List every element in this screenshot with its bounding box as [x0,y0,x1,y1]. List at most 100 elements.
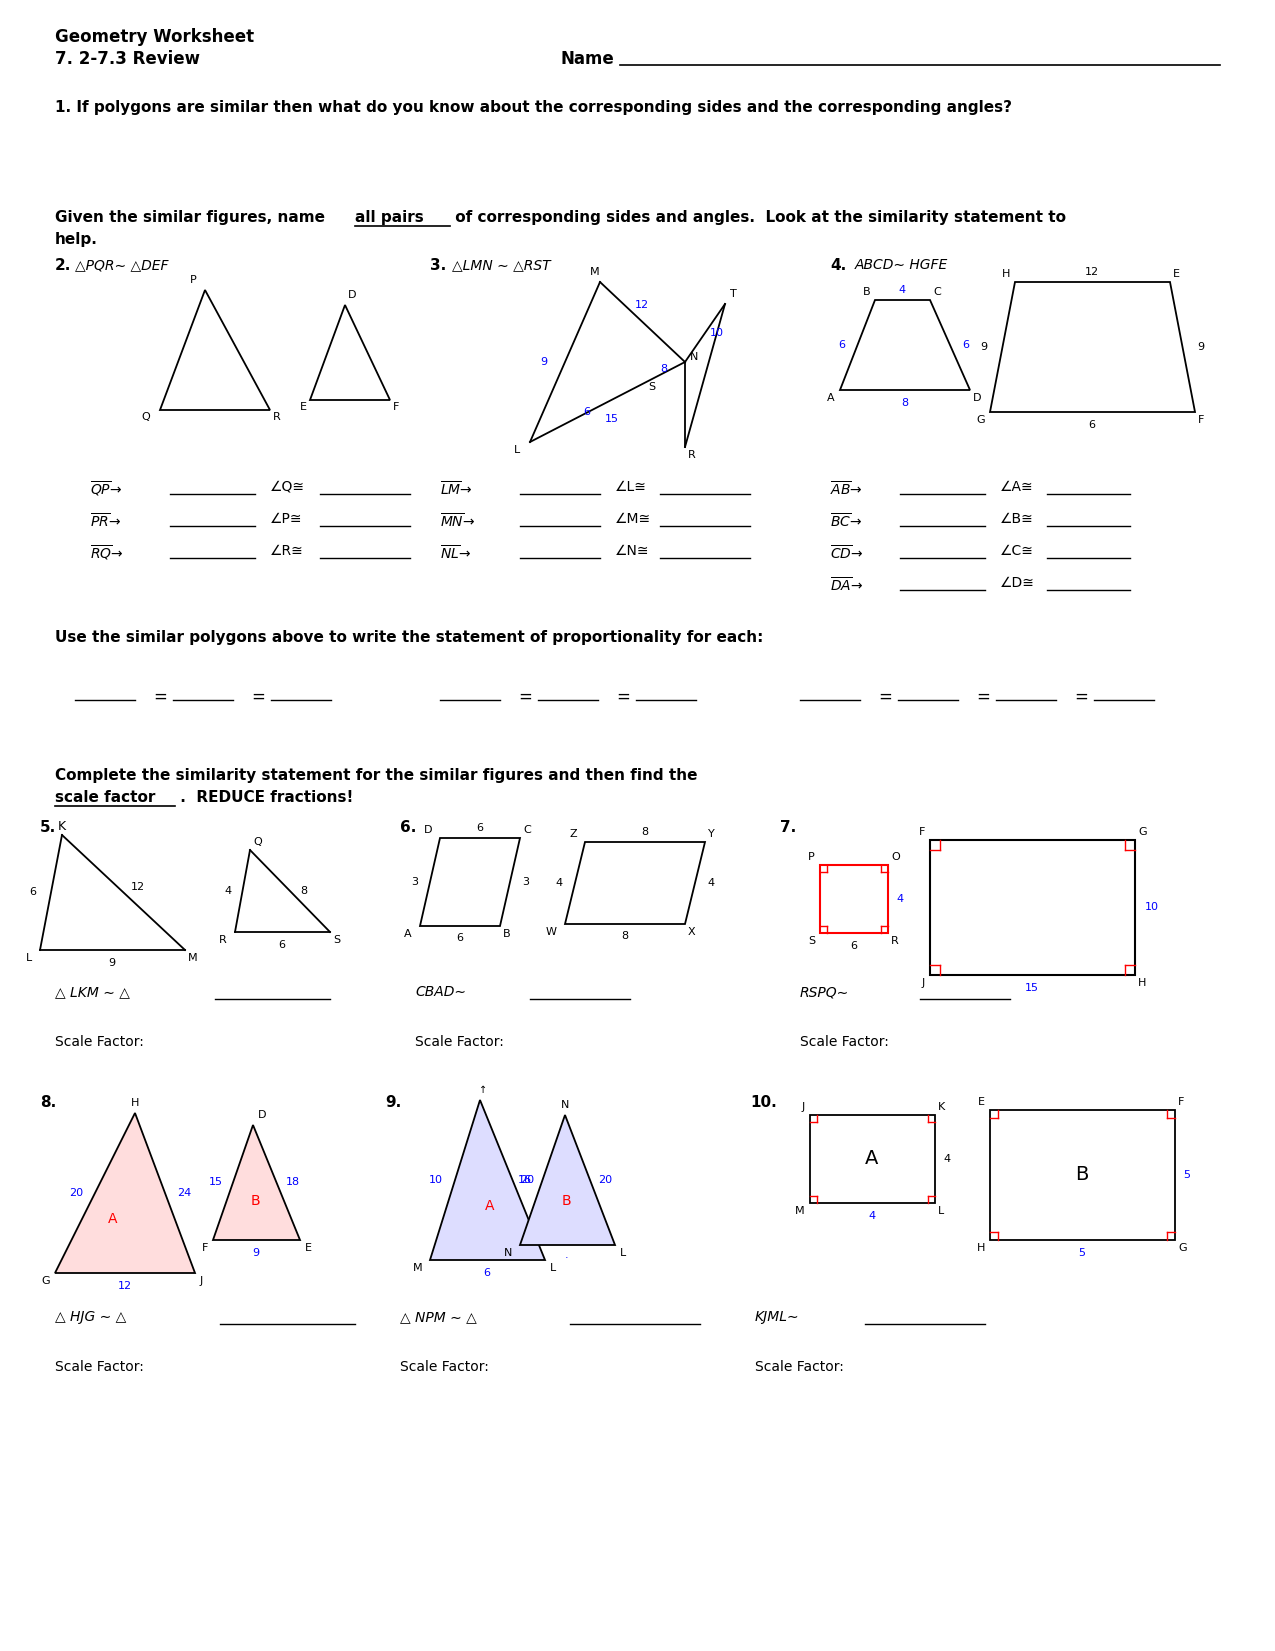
Text: D: D [423,826,432,835]
Text: A: A [866,1149,878,1169]
Text: Scale Factor:: Scale Factor: [400,1360,488,1374]
Text: ↑: ↑ [479,1085,487,1095]
Text: 8: 8 [300,887,307,896]
Text: of corresponding sides and angles.  Look at the similarity statement to: of corresponding sides and angles. Look … [450,210,1066,225]
Polygon shape [430,1100,544,1260]
Text: 4: 4 [708,878,714,888]
Text: ∠B≅: ∠B≅ [1000,512,1034,527]
Text: 6: 6 [838,340,845,350]
Text: Complete the similarity statement for the similar figures and then find the: Complete the similarity statement for th… [55,768,703,783]
Text: B: B [504,930,510,939]
Bar [810,1114,935,1204]
Text: ∠Q≅: ∠Q≅ [270,480,305,494]
Text: 20: 20 [598,1176,612,1185]
Text: 4: 4 [896,893,903,905]
Text: $\overline{RQ}$→: $\overline{RQ}$→ [91,543,124,563]
Text: 12: 12 [635,300,649,310]
Text: G: G [1178,1243,1187,1253]
Text: $\overline{QP}$→: $\overline{QP}$→ [91,480,122,499]
Text: L: L [514,446,520,456]
Text: 8: 8 [621,931,629,941]
Text: G: G [977,414,986,424]
Text: F: F [201,1243,208,1253]
Text: ∠M≅: ∠M≅ [615,512,652,527]
Text: 4: 4 [944,1154,950,1164]
Text: Scale Factor:: Scale Factor: [55,1035,144,1048]
Text: 6: 6 [278,939,286,949]
Text: K: K [57,821,66,834]
Text: D: D [348,291,357,300]
Text: G: G [1139,827,1146,837]
Text: 4: 4 [868,1210,876,1222]
Text: ·: · [565,1253,569,1263]
Text: ∠L≅: ∠L≅ [615,480,646,494]
Text: 6: 6 [850,941,858,951]
Text: S: S [333,934,340,944]
Text: R: R [219,934,227,944]
Text: =: = [251,688,265,707]
Text: =: = [878,688,892,707]
Text: 15: 15 [1025,982,1039,992]
Text: S: S [648,381,655,391]
Text: B: B [1075,1166,1089,1184]
Text: help.: help. [55,233,98,248]
Text: 4: 4 [899,286,905,296]
Text: 2.: 2. [55,258,71,272]
Text: =: = [518,688,532,707]
Text: O: O [891,852,900,862]
Text: .  REDUCE fractions!: . REDUCE fractions! [175,789,353,806]
Text: C: C [933,287,941,297]
Text: E: E [300,401,307,413]
Text: N: N [690,352,699,362]
Text: Z: Z [570,829,578,839]
Text: 9: 9 [980,342,987,352]
Text: Y: Y [708,829,715,839]
Text: G: G [41,1276,50,1286]
Text: J: J [922,977,924,987]
Text: M: M [187,953,198,963]
Text: B: B [250,1194,260,1209]
Text: 3: 3 [521,877,529,887]
Text: ∠R≅: ∠R≅ [270,543,303,558]
Text: 16: 16 [518,1176,532,1185]
Text: 15: 15 [606,414,618,424]
Text: T: T [731,289,737,299]
Text: X: X [688,926,696,938]
Text: L: L [938,1205,945,1217]
Text: 9: 9 [252,1248,260,1258]
Text: H: H [131,1098,139,1108]
Text: 6: 6 [477,822,483,834]
Text: 4: 4 [556,878,564,888]
Text: 5: 5 [1183,1171,1190,1180]
Text: 6.: 6. [400,821,417,835]
Text: 18: 18 [286,1177,300,1187]
Text: H: H [977,1243,986,1253]
Bar [929,840,1135,976]
Text: F: F [1198,414,1205,424]
Text: Name: Name [560,50,613,68]
Text: 20: 20 [520,1176,534,1185]
Text: E: E [1173,269,1179,279]
Text: 6: 6 [584,408,590,418]
Text: 10.: 10. [750,1095,776,1109]
Text: W: W [546,926,557,938]
Text: 12: 12 [1085,267,1099,277]
Text: $\overline{AB}$→: $\overline{AB}$→ [830,480,863,499]
Text: M: M [590,267,599,277]
Text: N: N [561,1100,569,1109]
Text: 6: 6 [29,887,36,896]
Text: 7.: 7. [780,821,797,835]
Text: L: L [550,1263,556,1273]
Text: $\overline{LM}$→: $\overline{LM}$→ [440,480,473,499]
Text: B: B [561,1194,571,1209]
Text: J: J [802,1101,805,1113]
Text: ∠N≅: ∠N≅ [615,543,649,558]
Text: Scale Factor:: Scale Factor: [755,1360,844,1374]
Text: K: K [938,1101,945,1113]
Text: ∠A≅: ∠A≅ [1000,480,1034,494]
Text: 8: 8 [641,827,649,837]
Text: △ LKM ∼ △: △ LKM ∼ △ [55,986,130,999]
Text: $\overline{DA}$→: $\overline{DA}$→ [830,576,863,594]
Text: F: F [393,401,399,413]
Text: Scale Factor:: Scale Factor: [414,1035,504,1048]
